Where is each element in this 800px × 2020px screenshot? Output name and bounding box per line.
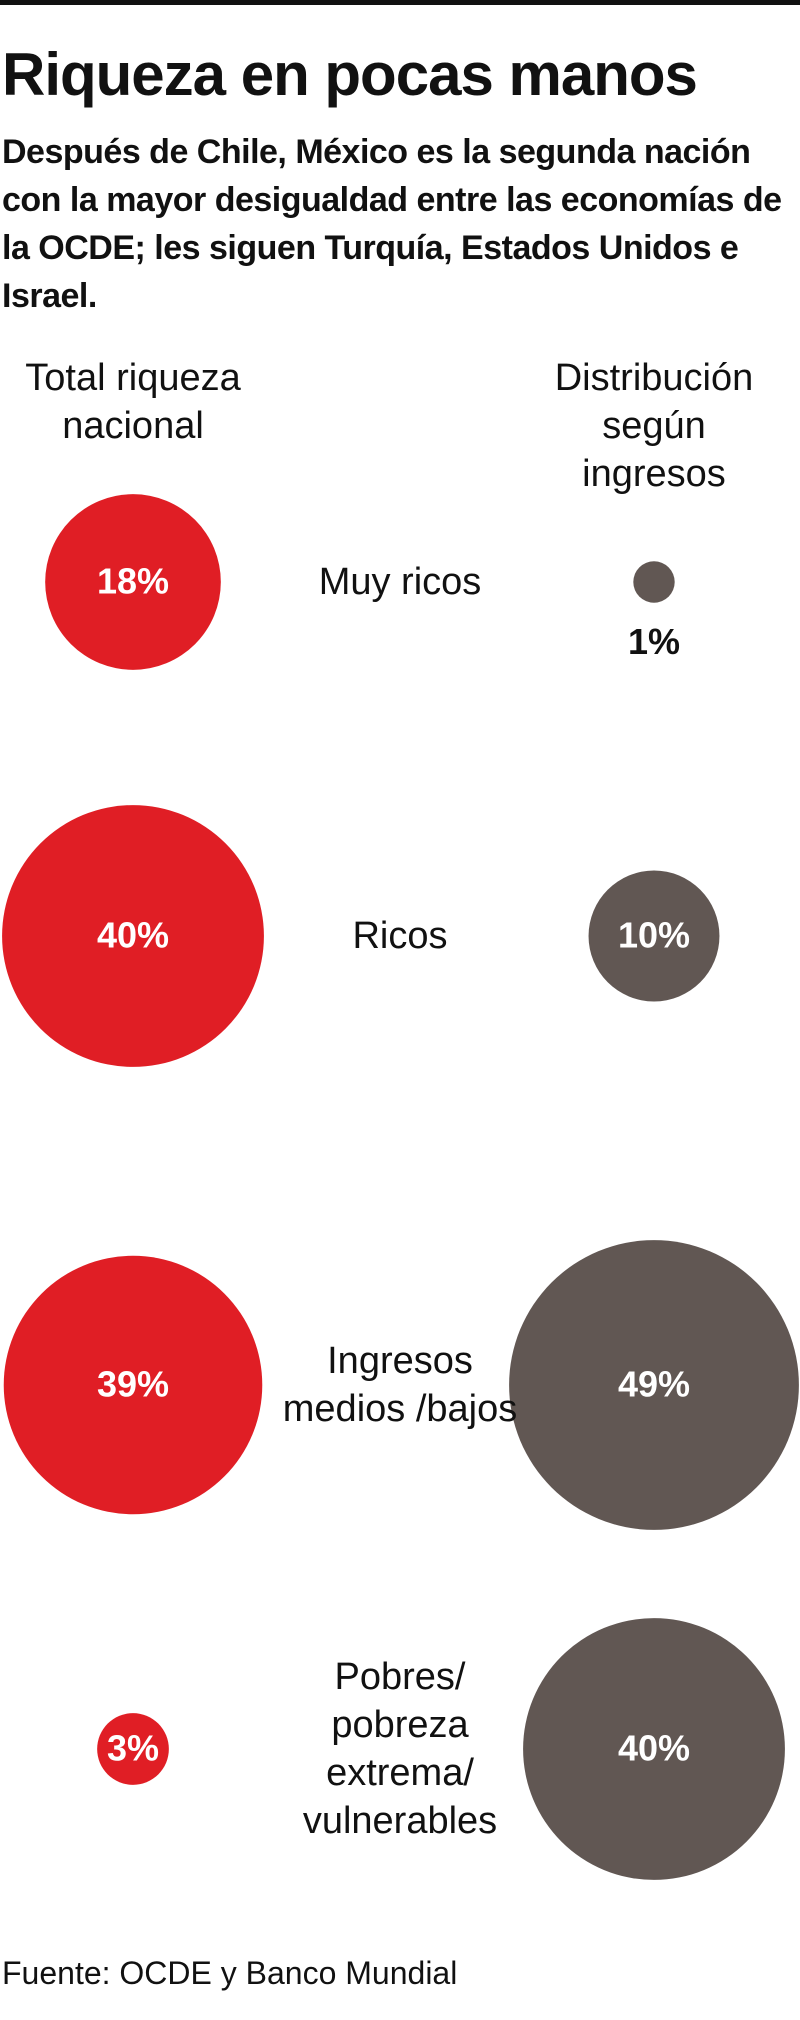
bubble [45,494,221,670]
value-label: 1% [628,621,680,662]
value-label: 40% [618,1728,690,1769]
bubble [509,1240,799,1530]
value-label: 3% [107,1728,159,1769]
category-label: Muy ricos [318,561,482,603]
column-header: Total riqueza nacional [25,357,241,447]
top-rule [0,0,800,5]
chart-title: Riqueza en pocas manos [2,41,698,108]
bubble [633,561,675,603]
bubble [2,805,264,1067]
bubble [588,870,720,1002]
chart-subtitle: Después de Chile, México es la segunda n… [2,133,782,315]
column-header: Distribución según ingresos [554,357,754,495]
category-label: Ricos [352,915,448,957]
value-label: 49% [618,1364,690,1405]
source-note: Fuente: OCDE y Banco Mundial [2,1955,458,1991]
value-label: 18% [97,561,169,602]
value-label: 10% [618,915,690,956]
bubble [523,1618,785,1880]
value-label: 40% [97,915,169,956]
category-label: Ingresos medios /bajos [282,1340,518,1430]
value-label: 39% [97,1364,169,1405]
category-label: Pobres/ pobreza extrema/ vulnerables [302,1656,498,1842]
bubble [97,1713,169,1785]
bubble [3,1255,263,1515]
